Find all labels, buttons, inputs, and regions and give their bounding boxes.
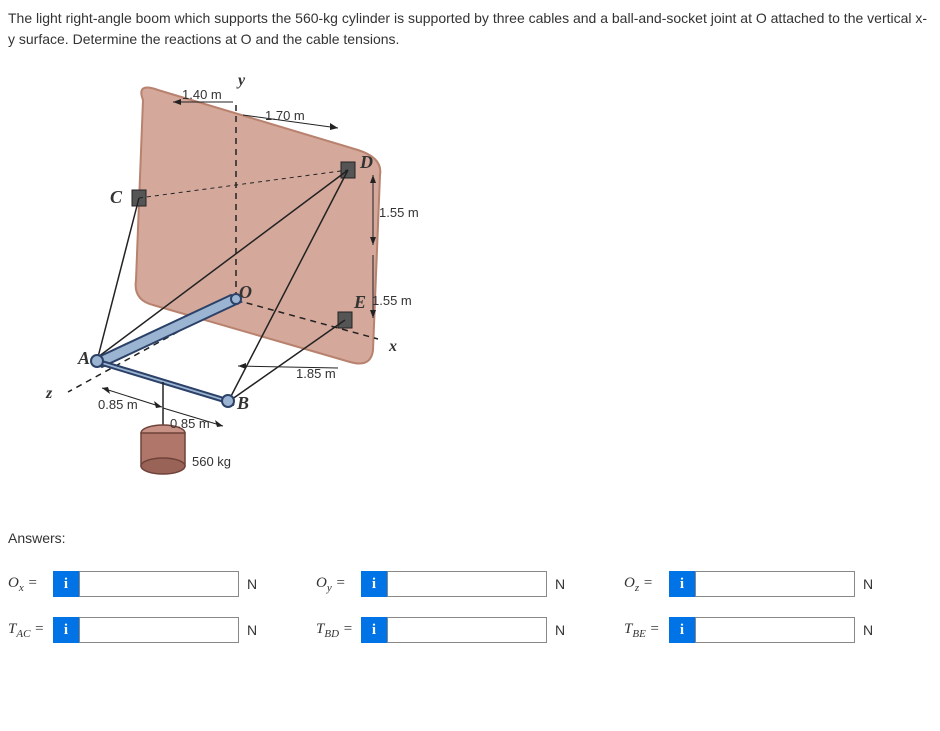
joint-a bbox=[91, 355, 103, 367]
ox-input[interactable] bbox=[79, 571, 239, 597]
unit-n: N bbox=[247, 576, 257, 592]
tbe-input[interactable] bbox=[695, 617, 855, 643]
dim-155b: 1.55 m bbox=[372, 293, 412, 308]
info-icon[interactable]: i bbox=[669, 617, 695, 643]
unit-n: N bbox=[555, 576, 565, 592]
point-o: O bbox=[239, 282, 252, 303]
tbd-label: TBD = bbox=[316, 621, 356, 640]
tbd-input[interactable] bbox=[387, 617, 547, 643]
answer-row-tensions: TAC = i N TBD = i N TBE = i N bbox=[8, 617, 932, 643]
tac-input[interactable] bbox=[79, 617, 239, 643]
point-e: E bbox=[354, 292, 366, 313]
tbe-label: TBE = bbox=[624, 621, 664, 640]
mass-label: 560 kg bbox=[192, 454, 231, 469]
axis-y-label: y bbox=[238, 72, 245, 90]
answers-section: Answers: Ox = i N Oy = i N Oz = i N TAC … bbox=[8, 530, 932, 643]
info-icon[interactable]: i bbox=[53, 571, 79, 597]
dim-155a: 1.55 m bbox=[379, 205, 419, 220]
ox-label: Ox = bbox=[8, 575, 48, 594]
info-icon[interactable]: i bbox=[53, 617, 79, 643]
oy-input[interactable] bbox=[387, 571, 547, 597]
oz-input[interactable] bbox=[695, 571, 855, 597]
axis-x-label: x bbox=[389, 338, 397, 356]
unit-n: N bbox=[247, 622, 257, 638]
info-icon[interactable]: i bbox=[361, 617, 387, 643]
oy-label: Oy = bbox=[316, 575, 356, 594]
answers-heading: Answers: bbox=[8, 530, 932, 546]
info-icon[interactable]: i bbox=[669, 571, 695, 597]
oz-label: Oz = bbox=[624, 575, 664, 594]
dim-085a: 0.85 m bbox=[98, 397, 138, 412]
point-d: D bbox=[360, 152, 373, 173]
point-a: A bbox=[78, 348, 90, 369]
dim-085b: 0.85 m bbox=[170, 416, 210, 431]
dim-170: 1.70 m bbox=[265, 108, 305, 123]
info-icon[interactable]: i bbox=[361, 571, 387, 597]
unit-n: N bbox=[863, 622, 873, 638]
dim-140: 1.40 m bbox=[182, 87, 222, 102]
tac-label: TAC = bbox=[8, 621, 48, 640]
point-c: C bbox=[110, 187, 122, 208]
answer-row-forces: Ox = i N Oy = i N Oz = i N bbox=[8, 571, 932, 597]
dim-185: 1.85 m bbox=[296, 366, 336, 381]
joint-b bbox=[222, 395, 234, 407]
cylinder-bottom bbox=[141, 458, 185, 474]
diagram: y x z C D E O A B 1.40 m 1.70 m 1.55 m 1… bbox=[38, 70, 438, 500]
unit-n: N bbox=[863, 576, 873, 592]
point-b: B bbox=[237, 393, 249, 414]
problem-statement: The light right-angle boom which support… bbox=[8, 8, 932, 50]
unit-n: N bbox=[555, 622, 565, 638]
cable-ac bbox=[98, 198, 139, 357]
axis-z-label: z bbox=[46, 385, 52, 403]
